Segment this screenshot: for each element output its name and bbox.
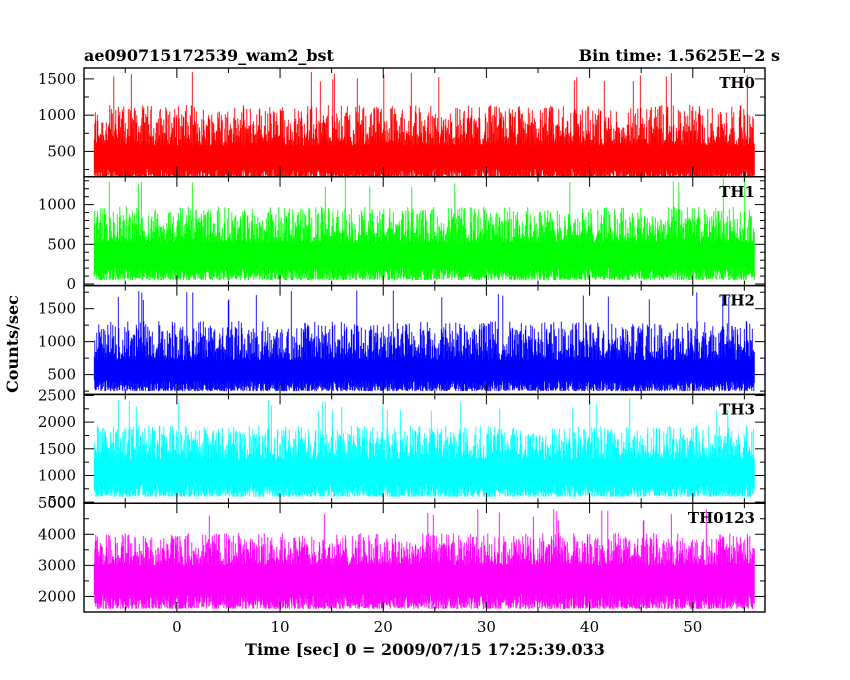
y-tick-label: 500: [47, 142, 76, 160]
x-tick-label: 40: [580, 618, 599, 636]
y-tick-label: 1000: [38, 333, 76, 351]
x-tick-label: 50: [683, 618, 702, 636]
y-tick-label: 1000: [38, 196, 76, 214]
series-trace-th1: [93, 177, 755, 280]
series-trace-th0: [93, 72, 755, 177]
series-trace-th0123: [93, 509, 755, 609]
y-tick-label: 1000: [38, 466, 76, 484]
panel-label-th3: TH3: [719, 400, 755, 418]
series-trace-th3: [93, 398, 755, 497]
y-tick-label: 500: [47, 366, 76, 384]
y-tick-label: 500: [47, 493, 76, 511]
y-tick-label: 2500: [38, 386, 76, 404]
chart-title-right: Bin time: 1.5625E−2 s: [579, 46, 780, 65]
panel-label-th0: TH0: [719, 74, 755, 92]
y-tick-label: 1000: [38, 106, 76, 124]
panel-label-th2: TH2: [719, 292, 755, 310]
x-axis-label: Time [sec] 0 = 2009/07/15 17:25:39.033: [245, 640, 605, 659]
y-tick-label: 500: [47, 235, 76, 253]
x-tick-label: 0: [172, 618, 182, 636]
y-tick-label: 2000: [38, 587, 76, 605]
y-tick-label: 4000: [38, 525, 76, 543]
y-tick-label: 5000: [38, 494, 76, 512]
y-axis-label: Counts/sec: [3, 295, 22, 393]
x-tick-label: 30: [477, 618, 496, 636]
x-tick-label: 20: [374, 618, 393, 636]
y-tick-label: 1500: [38, 70, 76, 88]
panel-label-th0123: TH0123: [688, 509, 755, 527]
chart-title-left: ae090715172539_wam2_bst: [84, 46, 335, 65]
panel-frame-th0123: [83, 502, 766, 613]
panel-label-th1: TH1: [719, 183, 755, 201]
y-tick-label: 2000: [38, 413, 76, 431]
x-tick-label: 10: [270, 618, 289, 636]
y-tick-label: 1500: [38, 300, 76, 318]
y-tick-label: 1500: [38, 440, 76, 458]
series-trace-th2: [93, 290, 755, 392]
y-tick-label: 0: [66, 275, 76, 293]
y-tick-label: 3000: [38, 556, 76, 574]
